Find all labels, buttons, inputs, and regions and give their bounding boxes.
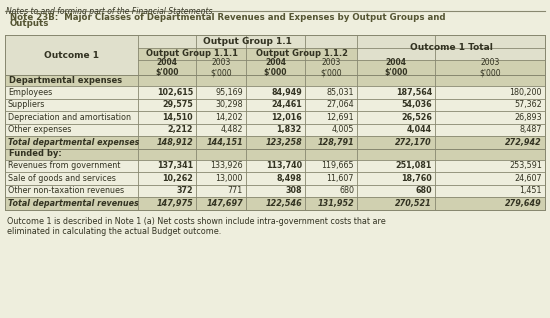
Text: 10,262: 10,262 <box>162 174 193 183</box>
Text: Total departmental revenues: Total departmental revenues <box>8 199 139 208</box>
Bar <box>138 48 246 60</box>
Text: 279,649: 279,649 <box>505 199 542 208</box>
Text: 123,258: 123,258 <box>265 138 302 147</box>
Bar <box>5 75 545 86</box>
Text: 2,212: 2,212 <box>168 125 193 134</box>
Text: Note 23B:  Major Classes of Departmental Revenues and Expenses by Output Groups : Note 23B: Major Classes of Departmental … <box>10 13 446 22</box>
Text: 2003
$'000: 2003 $'000 <box>210 58 232 77</box>
Text: 27,064: 27,064 <box>326 100 354 109</box>
Text: 54,036: 54,036 <box>402 100 432 109</box>
Text: 57,362: 57,362 <box>514 100 542 109</box>
Text: Output Group 1.1: Output Group 1.1 <box>203 37 292 46</box>
Text: 8,487: 8,487 <box>520 125 542 134</box>
Text: Output Group 1.1.1: Output Group 1.1.1 <box>146 50 238 59</box>
Text: 680: 680 <box>415 186 432 195</box>
Text: 113,740: 113,740 <box>266 161 302 170</box>
Text: 137,341: 137,341 <box>157 161 193 170</box>
Text: 272,942: 272,942 <box>505 138 542 147</box>
Text: 2003
$'000: 2003 $'000 <box>479 58 501 77</box>
Text: 187,564: 187,564 <box>396 88 432 97</box>
Text: 11,607: 11,607 <box>327 174 354 183</box>
Text: 372: 372 <box>177 186 193 195</box>
Text: 147,697: 147,697 <box>206 199 243 208</box>
Text: 84,949: 84,949 <box>271 88 302 97</box>
Text: 272,170: 272,170 <box>395 138 432 147</box>
Bar <box>138 35 357 48</box>
Bar <box>357 35 545 60</box>
Text: 270,521: 270,521 <box>395 199 432 208</box>
Text: Outcome 1 Total: Outcome 1 Total <box>410 43 492 52</box>
Text: Output Group 1.1.2: Output Group 1.1.2 <box>256 50 348 59</box>
Text: 251,081: 251,081 <box>395 161 432 170</box>
Text: 133,926: 133,926 <box>210 161 243 170</box>
Text: 680: 680 <box>339 186 354 195</box>
Text: Departmental expenses: Departmental expenses <box>9 76 122 85</box>
Text: 122,546: 122,546 <box>265 199 302 208</box>
Text: 131,952: 131,952 <box>317 199 354 208</box>
Text: 148,912: 148,912 <box>156 138 193 147</box>
Text: Other expenses: Other expenses <box>8 125 72 134</box>
Text: 1,451: 1,451 <box>520 186 542 195</box>
Text: Other non-taxation revenues: Other non-taxation revenues <box>8 186 124 195</box>
Text: 128,791: 128,791 <box>317 138 354 147</box>
Text: 180,200: 180,200 <box>509 88 542 97</box>
Text: Outcome 1: Outcome 1 <box>44 51 99 59</box>
Text: 2004
$'000: 2004 $'000 <box>155 58 179 77</box>
Text: 26,893: 26,893 <box>514 113 542 122</box>
Text: 24,607: 24,607 <box>514 174 542 183</box>
Text: 102,615: 102,615 <box>157 88 193 97</box>
Text: 12,691: 12,691 <box>326 113 354 122</box>
Text: Depreciation and amortisation: Depreciation and amortisation <box>8 113 131 122</box>
Bar <box>5 35 545 210</box>
Text: Suppliers: Suppliers <box>8 100 45 109</box>
Text: 1,832: 1,832 <box>277 125 302 134</box>
Text: 147,975: 147,975 <box>156 199 193 208</box>
Bar <box>5 197 545 210</box>
Text: 30,298: 30,298 <box>216 100 243 109</box>
Text: 14,202: 14,202 <box>216 113 243 122</box>
Text: 308: 308 <box>285 186 302 195</box>
Text: 4,005: 4,005 <box>332 125 354 134</box>
Text: 2004
$'000: 2004 $'000 <box>264 58 287 77</box>
Text: 12,016: 12,016 <box>271 113 302 122</box>
Text: Notes to and forming part of the Financial Statements: Notes to and forming part of the Financi… <box>6 7 212 16</box>
Text: 253,591: 253,591 <box>509 161 542 170</box>
Text: Revenues from government: Revenues from government <box>8 161 120 170</box>
Text: 4,482: 4,482 <box>221 125 243 134</box>
Text: 95,169: 95,169 <box>215 88 243 97</box>
Text: 8,498: 8,498 <box>277 174 302 183</box>
Text: 24,461: 24,461 <box>271 100 302 109</box>
Text: Outputs: Outputs <box>10 19 49 28</box>
Bar <box>5 136 545 149</box>
Text: 771: 771 <box>228 186 243 195</box>
Text: 4,044: 4,044 <box>407 125 432 134</box>
Text: Sale of goods and services: Sale of goods and services <box>8 174 116 183</box>
Text: Outcome 1 is described in Note 1 (a) Net costs shown include intra-government co: Outcome 1 is described in Note 1 (a) Net… <box>7 218 386 226</box>
Text: 18,760: 18,760 <box>402 174 432 183</box>
Text: Employees: Employees <box>8 88 52 97</box>
Text: Funded by:: Funded by: <box>9 149 62 158</box>
Text: 2003
$'000: 2003 $'000 <box>320 58 342 77</box>
Text: 14,510: 14,510 <box>162 113 193 122</box>
Bar <box>138 60 545 75</box>
Text: 119,665: 119,665 <box>321 161 354 170</box>
Text: 85,031: 85,031 <box>327 88 354 97</box>
Bar <box>246 48 357 60</box>
Text: 144,151: 144,151 <box>206 138 243 147</box>
Text: eliminated in calculating the actual Budget outcome.: eliminated in calculating the actual Bud… <box>7 227 221 237</box>
Text: Total departmental expenses: Total departmental expenses <box>8 138 139 147</box>
Text: 26,526: 26,526 <box>401 113 432 122</box>
Text: 13,000: 13,000 <box>216 174 243 183</box>
Bar <box>5 149 545 160</box>
Bar <box>5 35 138 75</box>
Text: 2004
$'000: 2004 $'000 <box>384 58 408 77</box>
Text: 29,575: 29,575 <box>162 100 193 109</box>
